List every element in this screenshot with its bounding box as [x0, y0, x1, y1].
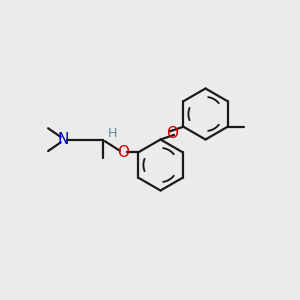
Text: O: O: [166, 126, 178, 141]
Text: H: H: [108, 127, 117, 140]
Text: N: N: [57, 132, 69, 147]
Text: O: O: [117, 145, 129, 160]
